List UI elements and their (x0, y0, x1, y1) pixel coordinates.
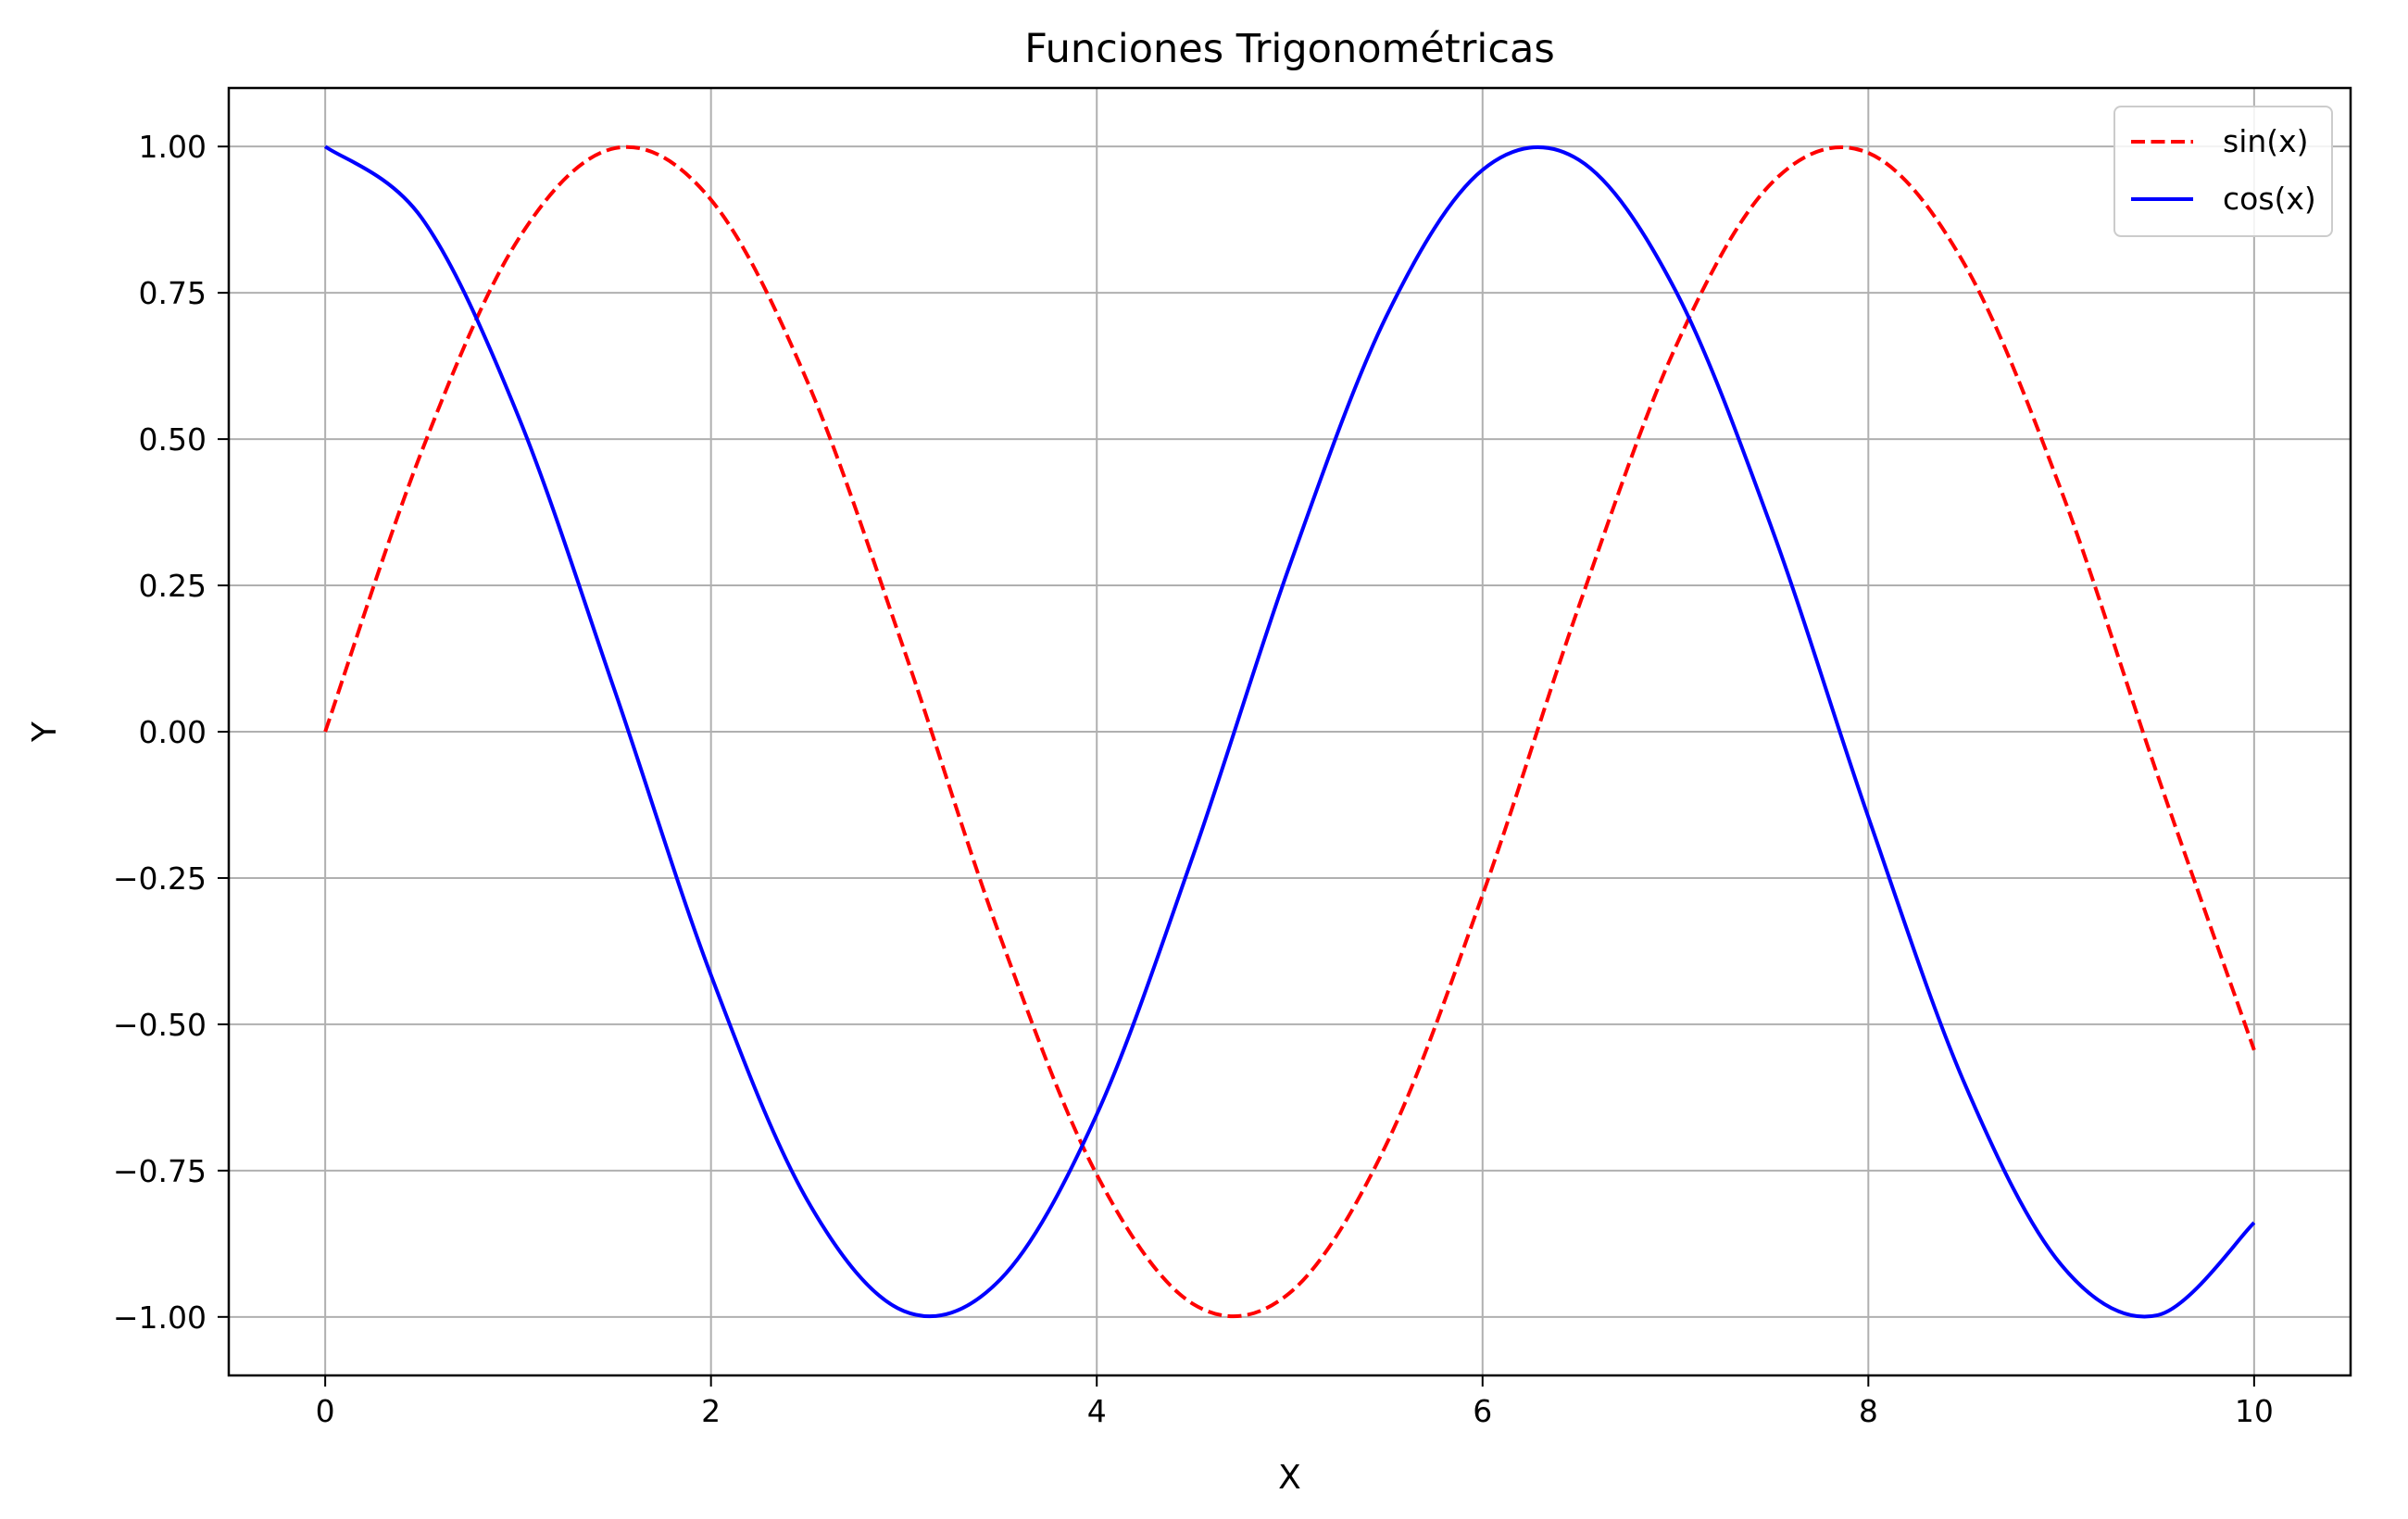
series-line-cos-x (323, 144, 2256, 1319)
y-tick-label: −0.25 (113, 860, 207, 897)
y-tick-label: 0.25 (139, 568, 207, 604)
y-tick-label: −0.75 (113, 1153, 207, 1189)
grid (229, 88, 2351, 1375)
legend-box (2113, 106, 2333, 237)
y-tick-label: 0.50 (139, 421, 207, 458)
y-tick-label: 1.00 (139, 129, 207, 165)
chart-title: Funciones Trigonométricas (1024, 26, 1555, 72)
x-tick-label: 8 (1859, 1393, 1878, 1429)
x-tick-label: 10 (2235, 1393, 2274, 1429)
y-tick-label: 0.00 (139, 714, 207, 750)
ticks: 0 2 4 6 8 10 1.00 0.75 0.50 0.25 0.00 −0.25 −0.50 −0.… (113, 129, 2274, 1429)
series-layer (323, 144, 2256, 1319)
y-axis-label: Y (26, 721, 64, 743)
legend: sin(x) cos(x) (2113, 106, 2333, 237)
legend-label-cos-x: cos(x) (2223, 181, 2316, 217)
x-axis-label: X (1278, 1459, 1301, 1497)
y-tick-label: 0.75 (139, 275, 207, 311)
x-tick-label: 0 (316, 1393, 335, 1429)
x-tick-label: 6 (1473, 1393, 1492, 1429)
y-tick-label: −1.00 (113, 1299, 207, 1336)
series-line-sin-x (323, 144, 2256, 1319)
x-tick-label: 2 (701, 1393, 721, 1429)
y-tick-label: −0.50 (113, 1007, 207, 1043)
legend-label-sin-x: sin(x) (2223, 123, 2309, 159)
x-tick-label: 4 (1087, 1393, 1107, 1429)
